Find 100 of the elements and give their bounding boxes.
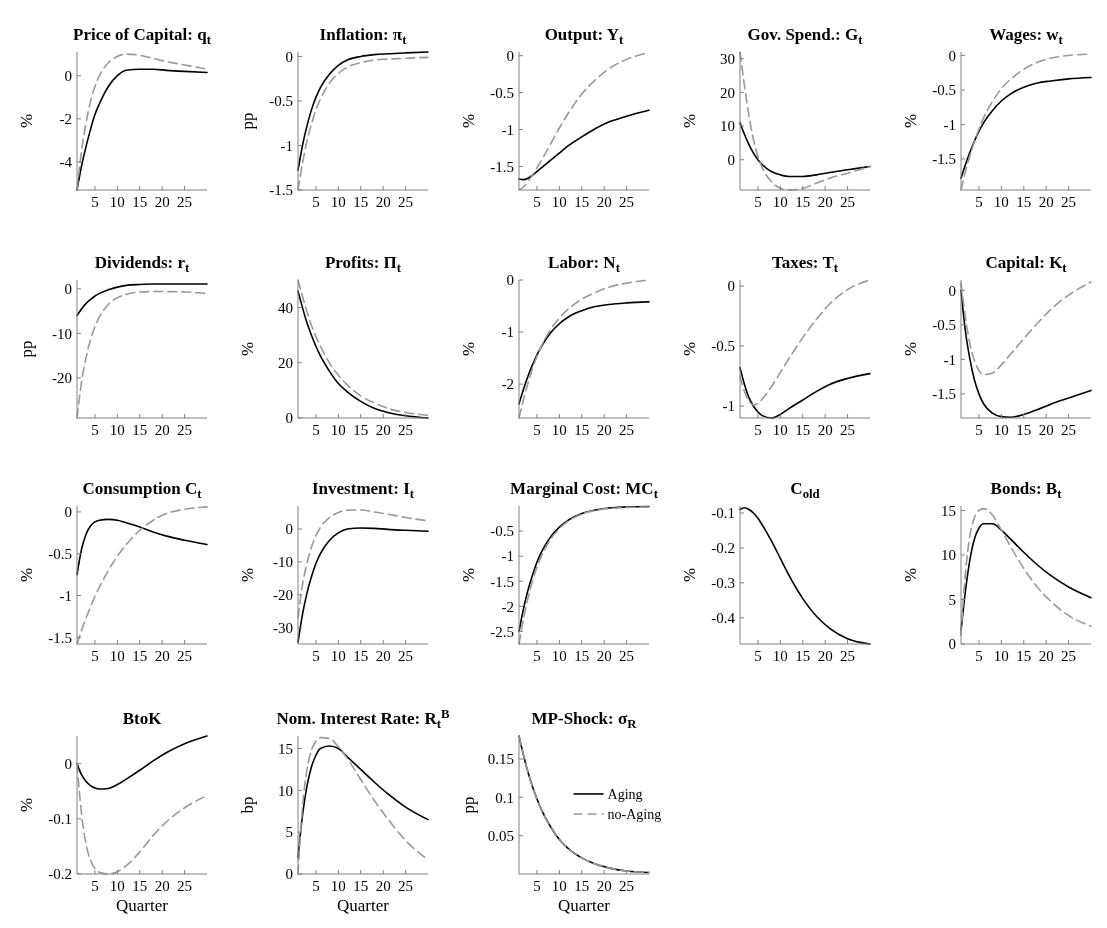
y-tick-label: -1 [943, 116, 956, 133]
x-tick-label: 25 [619, 648, 635, 664]
y-tick-label: 0 [285, 410, 293, 427]
chart-title: Capital: K$_{t}$ [985, 253, 1068, 275]
y-tick-label: -0.5 [269, 93, 293, 110]
y-axis-title: pp [238, 112, 257, 130]
x-tick-label: 5 [312, 878, 320, 894]
y-tick-label: 0 [285, 48, 293, 65]
x-tick-label: 20 [1038, 422, 1054, 438]
x-tick-label: 15 [795, 648, 811, 664]
x-tick-label: 20 [375, 194, 391, 210]
x-tick-label: 25 [840, 422, 856, 438]
x-tick-label: 20 [596, 878, 612, 894]
y-tick-label: 0 [64, 281, 72, 298]
x-tick-label: 25 [619, 878, 635, 894]
x-tick-label: 25 [398, 648, 414, 664]
x-tick-label: 25 [177, 422, 193, 438]
y-tick-label: -0.1 [48, 811, 72, 828]
y-tick-label: 20 [278, 355, 293, 372]
chart-title: Labor: N$_{t}$ [548, 253, 621, 275]
x-tick-label: 5 [533, 194, 541, 210]
x-tick-label: 15 [574, 422, 590, 438]
y-axis-title: % [459, 113, 478, 129]
chart-title: Consumption C$_{t}$ [82, 479, 203, 501]
chart-title: Inflation: π$_{t}$ [319, 25, 408, 47]
y-axis-title: % [17, 567, 36, 583]
x-tick-label: 10 [993, 422, 1009, 438]
x-axis-title: Quarter [337, 896, 390, 915]
x-tick-label: 15 [353, 878, 369, 894]
x-tick-label: 25 [177, 648, 193, 664]
x-tick-label: 10 [551, 878, 567, 894]
y-tick-label: -0.2 [711, 540, 735, 557]
y-axis-title: % [901, 341, 920, 357]
x-tick-label: 20 [817, 648, 833, 664]
x-tick-label: 25 [177, 194, 193, 210]
chart-title: Investment: I$_{t}$ [312, 479, 415, 501]
x-axis-title: Quarter [116, 896, 169, 915]
y-tick-label: 0 [948, 47, 956, 64]
y-tick-label: -20 [52, 370, 72, 387]
y-tick-label: 0.05 [487, 827, 514, 844]
y-tick-label: -0.5 [48, 545, 72, 562]
x-tick-label: 20 [154, 648, 170, 664]
line-series [739, 51, 871, 191]
x-tick-label: 5 [975, 648, 983, 664]
y-tick-label: -0.4 [711, 610, 736, 627]
x-tick-label: 15 [353, 422, 369, 438]
y-tick-label: -0.5 [932, 82, 956, 99]
chart-title: Gov. Spend.: G$_{t}$ [747, 25, 864, 47]
y-tick-label: 5 [285, 824, 293, 841]
x-tick-label: 5 [533, 648, 541, 664]
x-tick-label: 15 [353, 648, 369, 664]
y-axis-title: % [680, 567, 699, 583]
x-tick-label: 10 [551, 194, 567, 210]
y-tick-label: -1 [501, 324, 514, 341]
y-tick-label: -2 [59, 111, 72, 128]
y-axis-title: % [17, 113, 36, 129]
y-tick-label: -0.5 [932, 317, 956, 334]
x-tick-label: 15 [132, 878, 148, 894]
x-tick-label: 20 [1038, 648, 1054, 664]
x-tick-label: 5 [754, 422, 762, 438]
line-series [739, 279, 871, 406]
y-tick-label: 10 [941, 547, 956, 564]
x-tick-label: 5 [533, 422, 541, 438]
y-axis-title: % [238, 341, 257, 357]
x-tick-label: 25 [177, 878, 193, 894]
x-tick-label: 25 [840, 194, 856, 210]
y-tick-label: -1.5 [490, 158, 514, 175]
x-tick-label: 15 [795, 194, 811, 210]
x-tick-label: 10 [551, 422, 567, 438]
x-tick-label: 5 [91, 422, 99, 438]
y-tick-label: -0.5 [490, 84, 514, 101]
x-tick-label: 20 [596, 648, 612, 664]
y-tick-label: -1.5 [490, 573, 514, 590]
line-series [76, 506, 208, 645]
line-series [518, 109, 650, 181]
x-tick-label: 20 [596, 422, 612, 438]
x-tick-label: 15 [132, 422, 148, 438]
y-tick-label: 0 [285, 866, 293, 883]
y-tick-label: -0.5 [490, 523, 514, 540]
y-tick-label: -2.5 [490, 623, 514, 640]
y-tick-label: -1 [280, 137, 293, 154]
y-tick-label: 0 [727, 278, 735, 295]
x-tick-label: 5 [975, 194, 983, 210]
x-axis-title: Quarter [558, 896, 611, 915]
y-axis-title: pp [17, 340, 36, 358]
y-tick-label: -0.1 [711, 505, 735, 522]
x-tick-label: 15 [132, 194, 148, 210]
y-axis-title: pp [459, 796, 478, 814]
x-tick-label: 5 [91, 194, 99, 210]
y-tick-label: -30 [273, 619, 293, 636]
x-tick-label: 10 [109, 878, 125, 894]
chart-title: Taxes: T$_{t}$ [771, 253, 839, 275]
y-tick-label: -2 [501, 376, 514, 393]
x-tick-label: 15 [353, 194, 369, 210]
y-tick-label: 0 [948, 636, 956, 653]
x-tick-label: 5 [91, 648, 99, 664]
y-tick-label: -1.5 [48, 629, 72, 646]
y-tick-label: 0 [285, 521, 293, 538]
x-tick-label: 25 [1061, 648, 1077, 664]
x-tick-label: 5 [754, 648, 762, 664]
